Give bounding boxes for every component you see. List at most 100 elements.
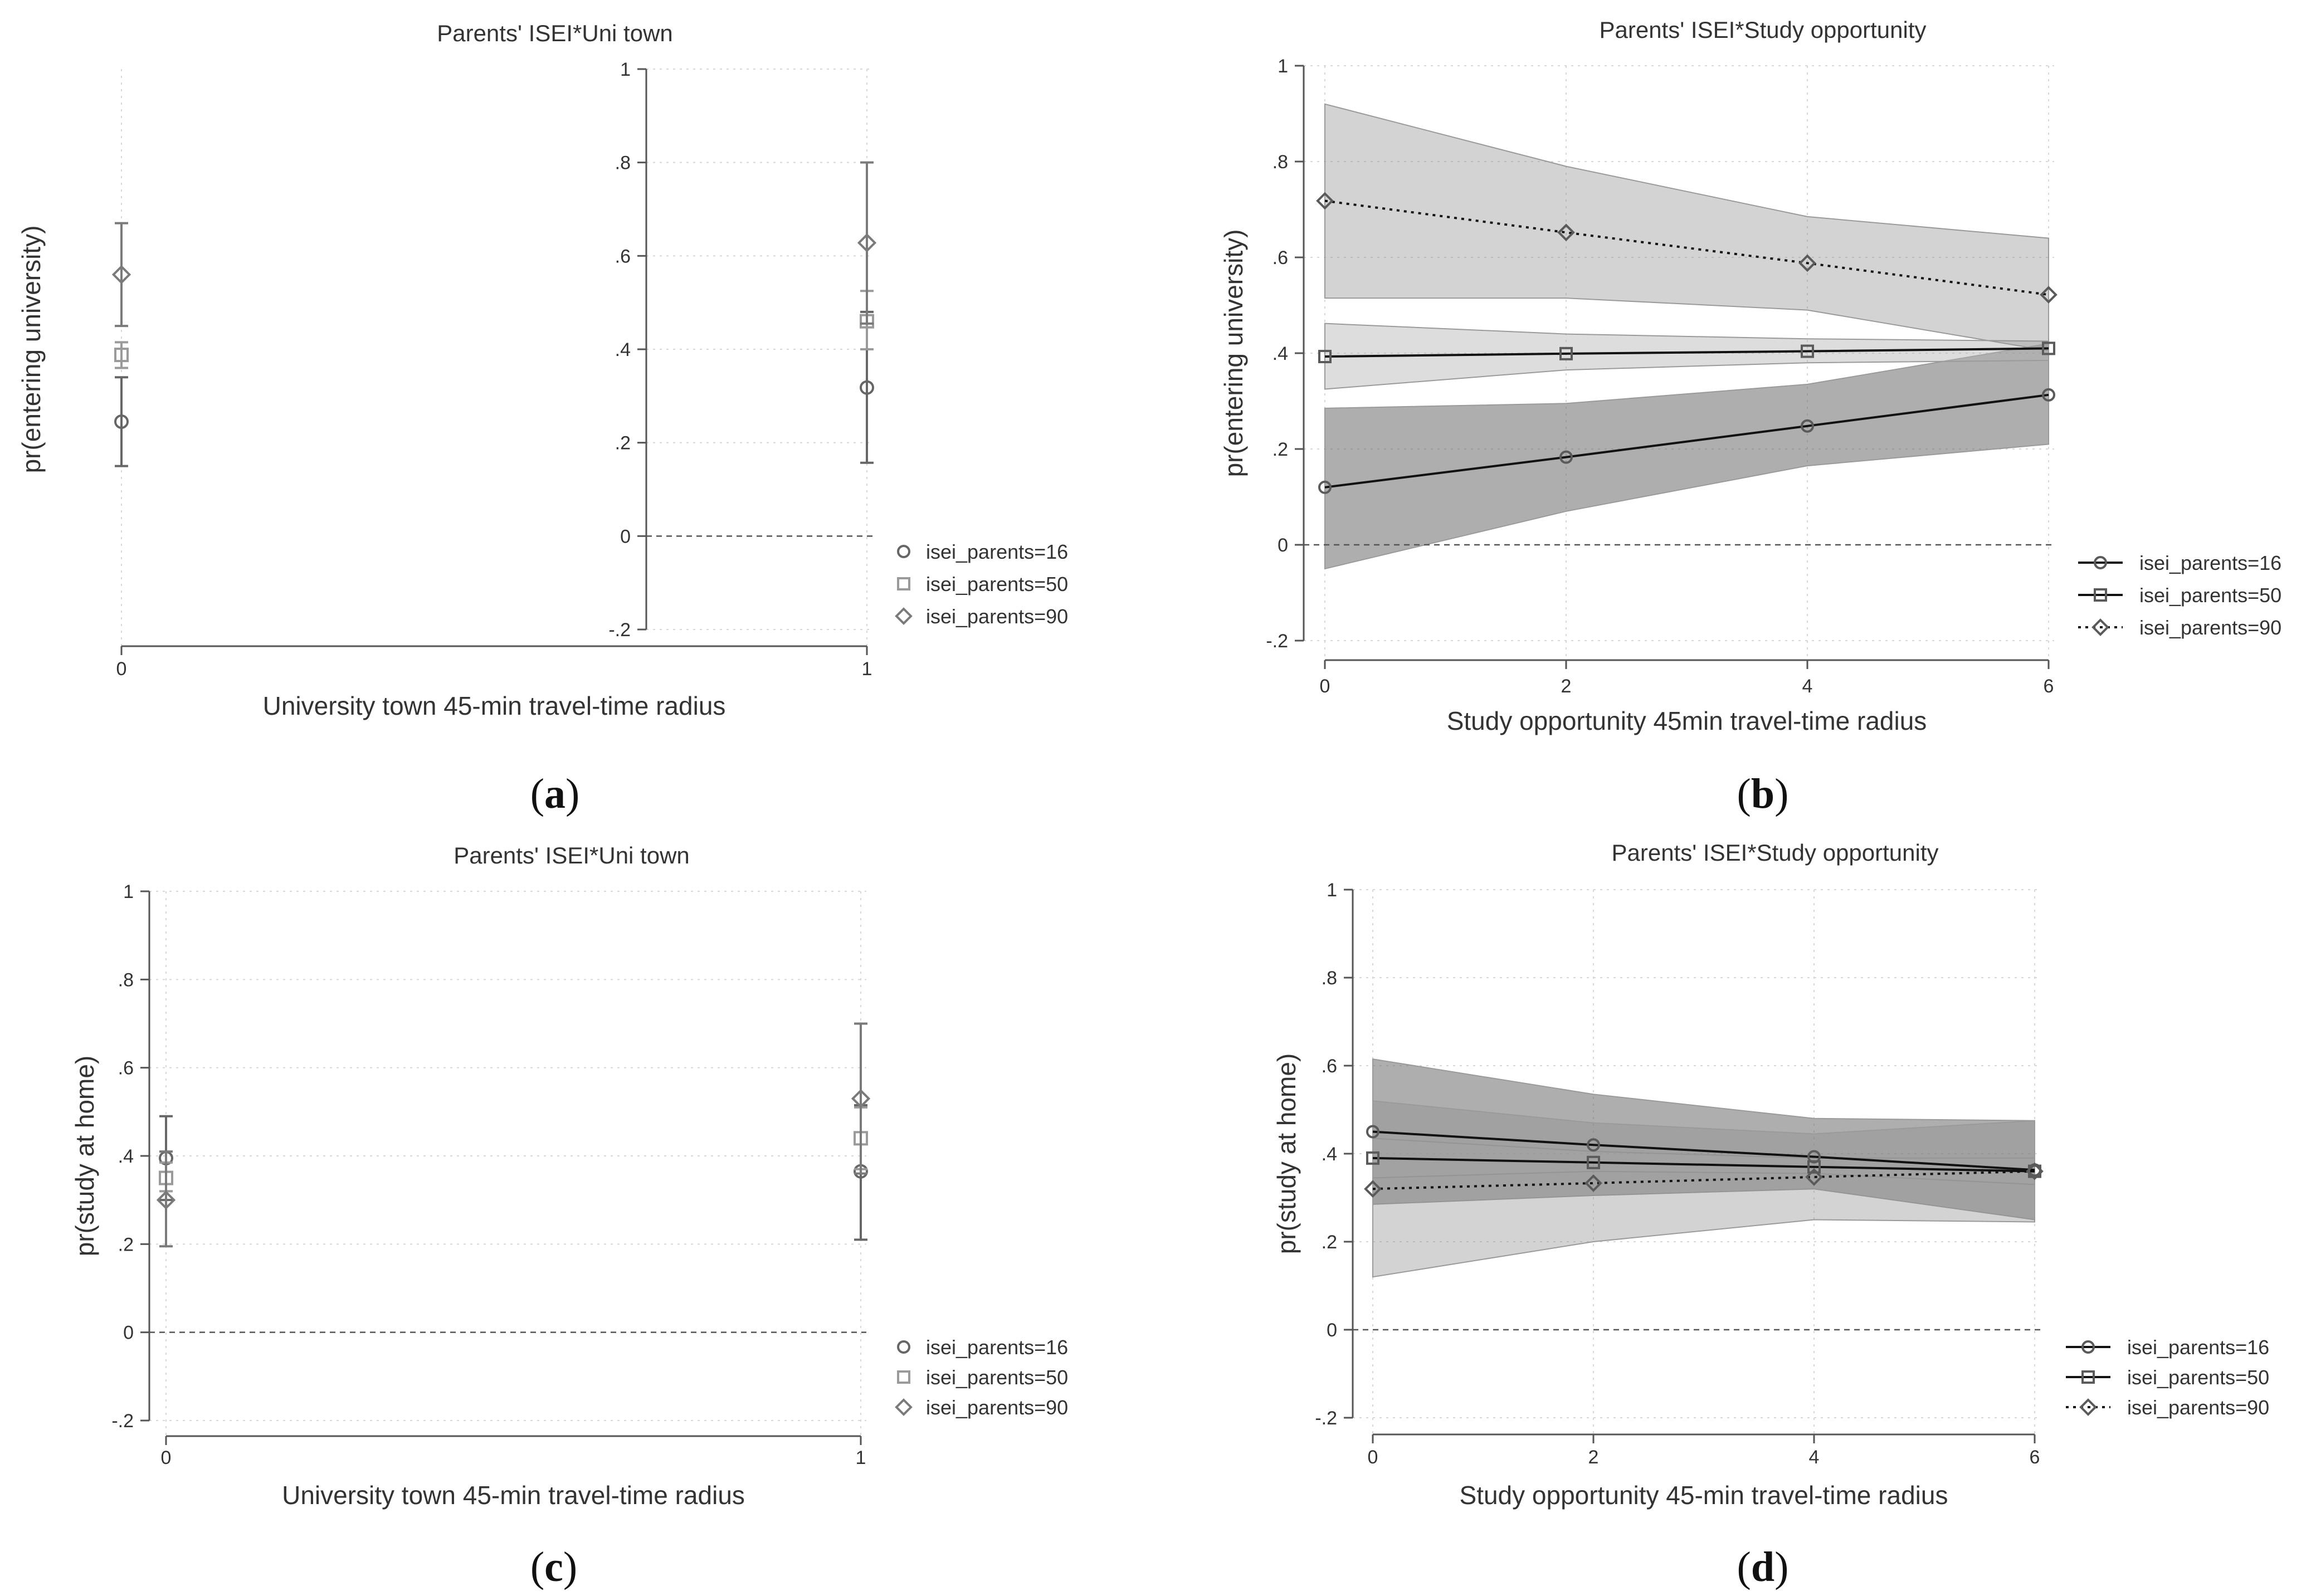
x-tick-label: 6 <box>2044 676 2054 697</box>
y-tick-label: 0 <box>620 526 631 547</box>
legend-marker <box>897 577 910 590</box>
legend-label: isei_parents=50 <box>926 573 1068 596</box>
x-tick-label: 6 <box>2030 1447 2040 1468</box>
data-point-square <box>1587 1155 1600 1169</box>
data-point-square <box>1318 350 1332 364</box>
legend-marker <box>2091 618 2109 636</box>
data-point-diamond <box>1316 192 1334 210</box>
chart-panel-a: -.2 0 .2 .4 .6 .8 1 0 1 isei_parents=16 isei_paren… <box>17 20 1068 817</box>
chart-title: Parents' ISEI*Study opportunity <box>1599 17 1926 43</box>
data-point-circle <box>860 380 874 395</box>
y-axis-label: pr(entering university) <box>1219 230 1248 477</box>
y-tick-label: 1 <box>123 881 134 902</box>
legend-marker <box>897 1370 910 1384</box>
y-axis-label: pr(entering university) <box>17 226 46 474</box>
series-line-2 <box>1372 1156 2035 1173</box>
y-tick-label: -.2 <box>608 619 631 641</box>
y-tick-label: .6 <box>1272 247 1288 269</box>
legend-label: isei_parents=50 <box>926 1366 1068 1389</box>
data-point-diamond <box>1798 254 1816 272</box>
panel-letter: d <box>1751 1544 1774 1590</box>
data-point-diamond <box>156 1190 176 1210</box>
panel-label: (b) <box>1737 770 1789 817</box>
legend-marker <box>895 1398 913 1416</box>
y-tick-label: .2 <box>1272 439 1288 460</box>
y-tick-label: 1 <box>1278 56 1288 77</box>
legend-label: isei_parents=16 <box>2139 551 2281 574</box>
chart-title: Parents' ISEI*Uni town <box>437 20 673 46</box>
legend-marker <box>2079 1398 2097 1416</box>
y-tick-label: .4 <box>615 339 631 360</box>
y-tick-label: .8 <box>118 969 134 990</box>
legend-marker <box>2094 556 2107 569</box>
y-tick-label: .4 <box>1272 343 1288 364</box>
panel-letter: c <box>544 1544 563 1590</box>
x-tick-label: 1 <box>862 658 872 680</box>
legend-label: isei_parents=90 <box>926 605 1068 628</box>
series-line-3 <box>1372 1170 2035 1190</box>
legend-label: isei_parents=90 <box>2127 1396 2269 1419</box>
panel-letter: a <box>544 770 565 817</box>
x-axis-label: University town 45-min travel-time radiu… <box>282 1481 745 1510</box>
y-tick-label: .6 <box>615 246 631 267</box>
y-tick-label: -.2 <box>111 1410 134 1432</box>
y-tick-label: 0 <box>1327 1320 1337 1341</box>
y-tick-label: .2 <box>615 433 631 454</box>
chart-panel-c: -.2 0 .2 .4 .6 .8 1 0 1 isei_parents=16 isei_paren… <box>70 842 1068 1590</box>
y-tick-label: 0 <box>1278 535 1288 556</box>
legend-label: isei_parents=50 <box>2127 1366 2269 1389</box>
panel-label: (d) <box>1737 1544 1789 1590</box>
panel-label: (a) <box>530 770 580 817</box>
x-tick-label: 4 <box>1802 676 1813 697</box>
y-tick-label: .8 <box>1322 968 1337 989</box>
chart-title: Parents' ISEI*Uni town <box>454 842 690 868</box>
series-line-3 <box>1324 199 2049 296</box>
y-tick-label: .6 <box>118 1058 134 1079</box>
y-tick-label: -.2 <box>1266 631 1288 652</box>
confidence-band-3 <box>1372 1100 2035 1278</box>
x-tick-label: 0 <box>1368 1447 1378 1468</box>
data-point-diamond <box>2026 1162 2044 1180</box>
data-point-diamond <box>857 233 877 252</box>
confidence-band-2 <box>1324 323 2049 390</box>
data-point-diamond <box>1364 1180 1382 1198</box>
x-tick-label: 0 <box>161 1447 172 1468</box>
chart-title: Parents' ISEI*Study opportunity <box>1611 840 1938 866</box>
data-point-circle <box>1366 1125 1379 1139</box>
data-point-circle <box>1587 1138 1600 1152</box>
y-tick-label: .4 <box>1322 1144 1337 1165</box>
legend-marker <box>2094 588 2107 602</box>
legend-marker <box>897 1340 910 1354</box>
series-line-2 <box>1324 347 2049 358</box>
chart-panel-b: -.2 0 .2 .4 .6 .8 1 0 2 4 6 isei_parents=16 isei_par… <box>1219 17 2281 817</box>
data-point-square <box>1807 1160 1821 1174</box>
y-tick-label: .8 <box>1272 152 1288 173</box>
y-tick-label: .2 <box>1322 1232 1337 1253</box>
x-tick-label: 2 <box>1588 1447 1599 1468</box>
x-tick-label: 4 <box>1809 1447 1820 1468</box>
data-point-circle <box>1801 419 1814 433</box>
legend-label: isei_parents=16 <box>926 1336 1068 1359</box>
data-point-circle <box>1559 450 1573 464</box>
chart-panel-d: -.2 0 .2 .4 .6 .8 1 0 2 4 6 isei_parents=16 isei_par… <box>1272 840 2269 1590</box>
y-tick-label: 1 <box>1327 880 1337 901</box>
data-point-square <box>2042 341 2055 355</box>
data-point-circle <box>114 414 129 429</box>
series-line-1 <box>1324 393 2049 489</box>
data-point-square <box>2028 1164 2041 1178</box>
data-point-square <box>1366 1151 1379 1165</box>
legend-marker <box>897 545 910 558</box>
y-tick-label: 1 <box>620 59 631 80</box>
legend-label: isei_parents=16 <box>926 540 1068 563</box>
x-tick-label: 0 <box>1320 676 1330 697</box>
legend-marker <box>895 607 913 625</box>
confidence-band-3 <box>1324 103 2049 352</box>
panel-label: (c) <box>530 1544 577 1590</box>
x-axis-label: Study opportunity 45-min travel-time rad… <box>1460 1481 1948 1510</box>
data-point-square <box>1801 344 1814 358</box>
data-point-diamond <box>111 265 131 284</box>
panel-letter: b <box>1751 770 1774 817</box>
x-tick-label: 2 <box>1561 676 1572 697</box>
y-axis-label: pr(study at home) <box>70 1056 99 1256</box>
